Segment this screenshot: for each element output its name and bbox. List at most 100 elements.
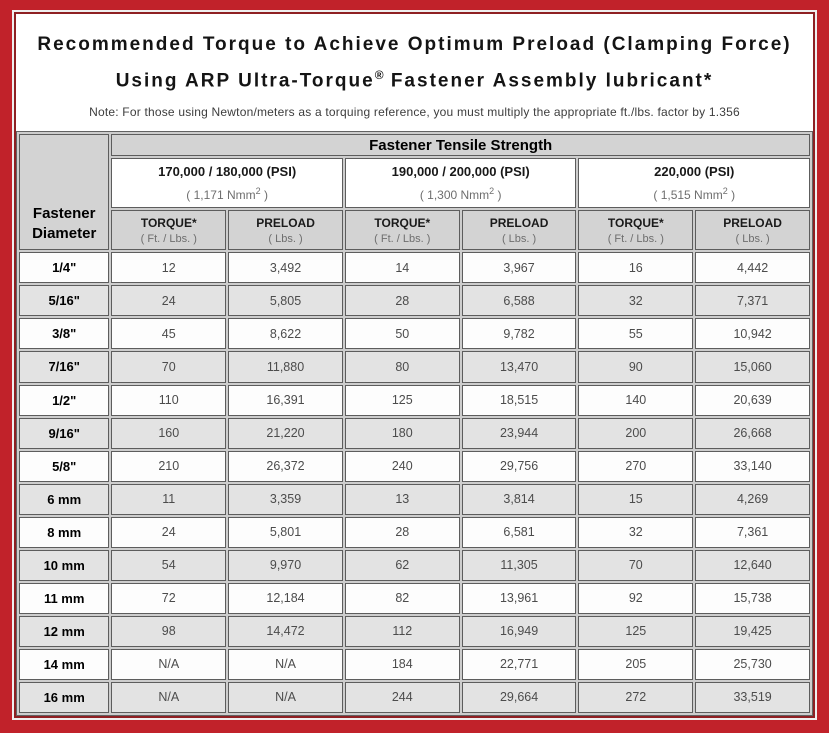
preload-value-cell: 15,738: [695, 582, 810, 614]
preload-value-cell: 7,371: [695, 285, 810, 317]
registered-trademark-symbol: ®: [374, 68, 384, 82]
torque-value-cell: 200: [578, 417, 694, 449]
preload-value-cell: 33,140: [695, 450, 810, 482]
torque-value-cell: 125: [344, 384, 460, 416]
content-panel: Recommended Torque to Achieve Optimum Pr…: [14, 12, 815, 718]
corner-header-cell: Fastener Diameter: [19, 134, 110, 251]
table-row: 8 mm 24 5,801 28 6,581 32 7,361: [19, 516, 810, 548]
torque-value-cell: 92: [578, 582, 694, 614]
preload-value-cell: 33,519: [695, 681, 810, 713]
torque-value-cell: 98: [111, 615, 227, 647]
psi-group-cell-190-200: 190,000 / 200,000 (PSI) ( 1,300 Nmm2 ): [344, 158, 577, 209]
preload-value-cell: 5,805: [228, 285, 343, 317]
torque-value-cell: N/A: [111, 681, 227, 713]
psi-group-row: 170,000 / 180,000 (PSI) ( 1,171 Nmm2 ) 1…: [19, 158, 810, 209]
preload-value-cell: 4,269: [695, 483, 810, 515]
torque-value-cell: 24: [111, 285, 227, 317]
torque-value-cell: 125: [578, 615, 694, 647]
torque-value-cell: 28: [344, 285, 460, 317]
tensile-header-row: Fastener Diameter Fastener Tensile Stren…: [19, 134, 810, 251]
corner-header-line1: Fastener: [32, 205, 96, 223]
torque-value-cell: 62: [344, 549, 460, 581]
torque-value-cell: 15: [578, 483, 694, 515]
torque-value-cell: 140: [578, 384, 694, 416]
preload-value-cell: 3,814: [461, 483, 577, 515]
nmm-rating-label: ( 1,300 Nmm2 ): [419, 186, 502, 203]
preload-value-cell: 3,492: [228, 252, 343, 284]
preload-value-cell: 5,801: [228, 516, 343, 548]
torque-value-cell: 28: [344, 516, 460, 548]
fastener-diameter-cell: 9/16": [19, 417, 110, 449]
psi-group-cell-170-180: 170,000 / 180,000 (PSI) ( 1,171 Nmm2 ): [111, 158, 343, 209]
preload-value-cell: 15,060: [695, 351, 810, 383]
torque-value-cell: 32: [578, 285, 694, 317]
preload-value-cell: 29,756: [461, 450, 577, 482]
table-row: 16 mm N/A N/A 244 29,664 272 33,519: [19, 681, 810, 713]
preload-value-cell: 10,942: [695, 318, 810, 350]
preload-value-cell: 18,515: [461, 384, 577, 416]
torque-value-cell: 50: [344, 318, 460, 350]
fastener-diameter-cell: 6 mm: [19, 483, 110, 515]
psi-group-cell-220: 220,000 (PSI) ( 1,515 Nmm2 ): [578, 158, 810, 209]
torque-value-cell: 90: [578, 351, 694, 383]
torque-value-cell: 240: [344, 450, 460, 482]
table-row: 14 mm N/A N/A 184 22,771 205 25,730: [19, 648, 810, 680]
torque-subheader-cell: TORQUE* ( Ft. / Lbs. ): [578, 210, 694, 251]
newton-meters-note: Note: For those using Newton/meters as a…: [89, 105, 740, 120]
torque-value-cell: 184: [344, 648, 460, 680]
torque-preload-subheader-row: TORQUE* ( Ft. / Lbs. ) PRELOAD ( Lbs. ) …: [19, 210, 810, 251]
preload-value-cell: 11,880: [228, 351, 343, 383]
fastener-diameter-cell: 16 mm: [19, 681, 110, 713]
torque-value-cell: 244: [344, 681, 460, 713]
preload-value-cell: 16,391: [228, 384, 343, 416]
psi-rating-label: 170,000 / 180,000 (PSI): [158, 164, 297, 180]
preload-value-cell: 23,944: [461, 417, 577, 449]
torque-value-cell: 54: [111, 549, 227, 581]
torque-value-cell: 55: [578, 318, 694, 350]
table-row: 10 mm 54 9,970 62 11,305 70 12,640: [19, 549, 810, 581]
torque-value-cell: 16: [578, 252, 694, 284]
torque-value-cell: 24: [111, 516, 227, 548]
table-row: 9/16" 160 21,220 180 23,944 200 26,668: [19, 417, 810, 449]
preload-subheader-cell: PRELOAD ( Lbs. ): [695, 210, 810, 251]
fastener-diameter-cell: 1/2": [19, 384, 110, 416]
fastener-diameter-cell: 11 mm: [19, 582, 110, 614]
table-row: 1/4" 12 3,492 14 3,967 16 4,442: [19, 252, 810, 284]
torque-value-cell: 270: [578, 450, 694, 482]
torque-value-cell: 13: [344, 483, 460, 515]
preload-value-cell: 14,472: [228, 615, 343, 647]
preload-subheader-cell: PRELOAD ( Lbs. ): [228, 210, 343, 251]
psi-rating-label: 220,000 (PSI): [654, 164, 735, 180]
torque-value-cell: 272: [578, 681, 694, 713]
fastener-diameter-cell: 14 mm: [19, 648, 110, 680]
preload-value-cell: 12,640: [695, 549, 810, 581]
preload-value-cell: 3,359: [228, 483, 343, 515]
fastener-diameter-cell: 8 mm: [19, 516, 110, 548]
torque-value-cell: 14: [344, 252, 460, 284]
preload-value-cell: 8,622: [228, 318, 343, 350]
torque-table: Fastener Diameter Fastener Tensile Stren…: [16, 131, 813, 716]
table-body: 1/4" 12 3,492 14 3,967 16 4,442 5/16" 24 5,805 28 6…: [19, 252, 810, 713]
title-line2-suffix: Fastener Assembly lubricant*: [383, 70, 714, 92]
corner-header-line2: Diameter: [32, 225, 97, 243]
fastener-diameter-cell: 1/4": [19, 252, 110, 284]
preload-value-cell: 13,961: [461, 582, 577, 614]
preload-value-cell: 9,782: [461, 318, 577, 350]
title-line2-text: Using ARP Ultra-Torque: [115, 70, 375, 92]
fastener-diameter-cell: 12 mm: [19, 615, 110, 647]
preload-value-cell: 26,372: [228, 450, 343, 482]
fastener-diameter-cell: 5/16": [19, 285, 110, 317]
page-title-line1: Recommended Torque to Achieve Optimum Pr…: [37, 34, 792, 55]
torque-value-cell: 72: [111, 582, 227, 614]
torque-subheader-cell: TORQUE* ( Ft. / Lbs. ): [344, 210, 460, 251]
torque-value-cell: 160: [111, 417, 227, 449]
torque-value-cell: 70: [111, 351, 227, 383]
preload-value-cell: 29,664: [461, 681, 577, 713]
fastener-diameter-cell: 5/8": [19, 450, 110, 482]
preload-value-cell: 7,361: [695, 516, 810, 548]
torque-value-cell: 210: [111, 450, 227, 482]
preload-value-cell: 12,184: [228, 582, 343, 614]
fastener-diameter-cell: 3/8": [19, 318, 110, 350]
torque-value-cell: 70: [578, 549, 694, 581]
